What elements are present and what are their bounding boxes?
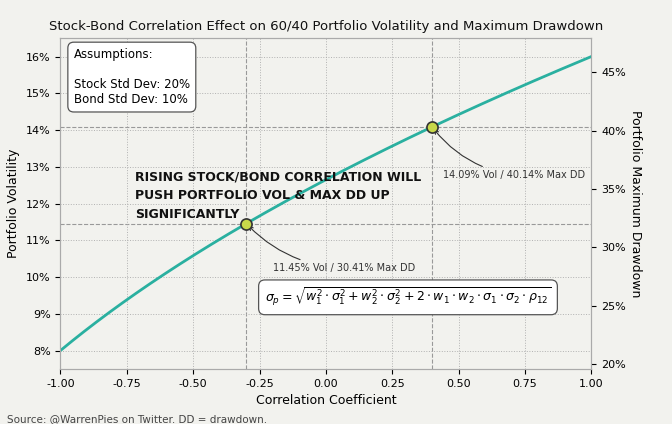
Text: RISING STOCK/BOND CORRELATION WILL
PUSH PORTFOLIO VOL & MAX DD UP
SIGNIFICANTLY: RISING STOCK/BOND CORRELATION WILL PUSH …	[135, 170, 421, 221]
Text: 11.45% Vol / 30.41% Max DD: 11.45% Vol / 30.41% Max DD	[249, 226, 415, 273]
Text: $\sigma_p = \sqrt{w_1^2 \cdot \sigma_1^2 + w_2^2 \cdot \sigma_2^2 + 2 \cdot w_1 : $\sigma_p = \sqrt{w_1^2 \cdot \sigma_1^2…	[265, 286, 551, 308]
Y-axis label: Portfolio Maximum Drawdown: Portfolio Maximum Drawdown	[630, 110, 642, 297]
X-axis label: Correlation Coefficient: Correlation Coefficient	[255, 394, 396, 407]
Title: Stock-Bond Correlation Effect on 60/40 Portfolio Volatility and Maximum Drawdown: Stock-Bond Correlation Effect on 60/40 P…	[49, 20, 603, 33]
Text: 14.09% Vol / 40.14% Max DD: 14.09% Vol / 40.14% Max DD	[435, 130, 585, 180]
Text: Assumptions:

Stock Std Dev: 20%
Bond Std Dev: 10%: Assumptions: Stock Std Dev: 20% Bond Std…	[74, 48, 190, 106]
Y-axis label: Portfolio Volatility: Portfolio Volatility	[7, 149, 20, 258]
Text: Source: @WarrenPies on Twitter. DD = drawdown.: Source: @WarrenPies on Twitter. DD = dra…	[7, 414, 267, 424]
